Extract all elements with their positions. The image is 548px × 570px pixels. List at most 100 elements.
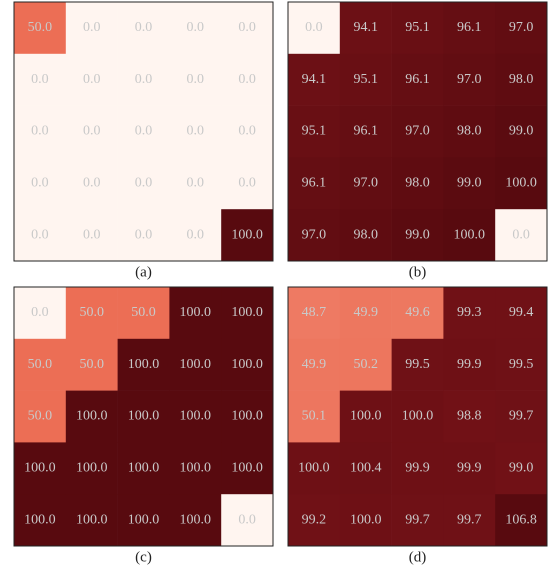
heatmap-cell — [443, 105, 496, 158]
cell-label: 99.7 — [405, 512, 430, 527]
cell-label: 100.0 — [231, 461, 263, 476]
cell-label: 100.0 — [231, 305, 263, 320]
heatmap-cell — [443, 442, 496, 495]
heatmap-cell — [117, 338, 170, 391]
cell-label: 99.5 — [509, 357, 534, 372]
heatmap-cell — [117, 53, 170, 106]
cell-label: 99.2 — [302, 512, 327, 527]
cell-label: 50.0 — [28, 357, 53, 372]
cell-label: 99.0 — [509, 461, 534, 476]
heatmap-cell — [14, 105, 67, 158]
cell-label: 100.0 — [231, 227, 263, 242]
heatmap-cell — [169, 442, 222, 495]
heatmap-cell — [288, 442, 341, 495]
heatmap-cell — [495, 105, 548, 158]
heatmap-cell — [443, 2, 496, 55]
cell-label: 50.0 — [131, 305, 156, 320]
heatmap-cell — [221, 53, 274, 106]
cell-label: 0.0 — [31, 227, 49, 242]
heatmap-cell — [169, 105, 222, 158]
cell-label: 0.0 — [135, 227, 153, 242]
heatmap-cell — [495, 157, 548, 210]
heatmap-cell — [169, 494, 222, 547]
cell-label: 100.0 — [180, 305, 212, 320]
cell-label: 0.0 — [83, 176, 101, 191]
heatmap-cell — [339, 494, 392, 547]
heatmap-cell — [14, 53, 67, 106]
cell-label: 99.7 — [509, 409, 534, 424]
heatmap-cell — [339, 287, 392, 340]
heatmap-cell — [495, 494, 548, 547]
cell-label: 49.9 — [302, 357, 327, 372]
cell-label: 50.1 — [302, 409, 327, 424]
heatmap-cell — [288, 494, 341, 547]
cell-label: 100.0 — [128, 357, 160, 372]
heatmap-cell — [221, 494, 274, 547]
heatmap-cell — [495, 390, 548, 443]
cell-label: 100.0 — [76, 461, 108, 476]
heatmap-cell — [288, 338, 341, 391]
cell-label: 50.0 — [79, 357, 104, 372]
cell-label: 95.1 — [302, 124, 327, 139]
heatmap-cell — [117, 209, 170, 262]
caption: (b) — [409, 264, 427, 280]
cell-label: 49.6 — [405, 305, 430, 320]
heatmap-panel: 0.0 50.0 50.0 100.0 100.0 50.0 50.0 100.0 100.0 1… — [13, 286, 274, 565]
heatmap-cell — [495, 338, 548, 391]
cell-label: 100.0 — [24, 461, 56, 476]
heatmap-cell — [65, 53, 118, 106]
heatmap-cell — [14, 209, 67, 262]
cell-label: 100.0 — [76, 409, 108, 424]
cell-label: 94.1 — [353, 20, 378, 35]
cell-label: 50.0 — [28, 20, 53, 35]
cell-label: 100.0 — [128, 409, 160, 424]
cell-label: 50.0 — [79, 305, 104, 320]
heatmap-cell — [288, 390, 341, 443]
heatmap-panel: 0.0 94.1 95.1 96.1 97.0 94.1 95.1 96.1 97.0 98.0 9… — [287, 1, 548, 280]
heatmap-cell — [117, 157, 170, 210]
cell-label: 97.0 — [353, 176, 378, 191]
panel-border — [287, 286, 548, 547]
heatmap-cell — [65, 287, 118, 340]
cell-label: 0.0 — [238, 176, 256, 191]
cell-label: 106.8 — [505, 512, 537, 527]
cell-label: 0.0 — [83, 227, 101, 242]
heatmap-cell — [288, 157, 341, 210]
heatmap-cell — [339, 105, 392, 158]
heatmap-cell — [339, 209, 392, 262]
cell-label: 96.1 — [302, 176, 327, 191]
heatmap-cell — [391, 338, 444, 391]
heatmap-cell — [221, 2, 274, 55]
heatmap-cell — [339, 442, 392, 495]
cell-label: 100.0 — [180, 512, 212, 527]
cell-label: 0.0 — [135, 20, 153, 35]
cell-label: 95.1 — [405, 20, 430, 35]
cell-label: 0.0 — [135, 176, 153, 191]
cell-label: 0.0 — [187, 176, 205, 191]
heatmap-cell — [221, 105, 274, 158]
heatmap-cell — [495, 287, 548, 340]
cell-label: 98.0 — [509, 72, 534, 87]
heatmap-cell — [391, 105, 444, 158]
heatmap-cell — [288, 209, 341, 262]
heatmap-cell — [117, 287, 170, 340]
cell-label: 99.0 — [457, 176, 482, 191]
heatmap-cell — [443, 287, 496, 340]
heatmap-cell — [443, 494, 496, 547]
cell-label: 99.9 — [457, 357, 482, 372]
cell-label: 95.1 — [353, 72, 378, 87]
cell-label: 0.0 — [512, 227, 530, 242]
cell-label: 0.0 — [238, 72, 256, 87]
cell-label: 0.0 — [83, 124, 101, 139]
cell-label: 99.9 — [405, 461, 430, 476]
heatmap-cell — [65, 157, 118, 210]
cell-label: 100.0 — [231, 409, 263, 424]
heatmap-cell — [288, 287, 341, 340]
cell-label: 99.7 — [457, 512, 482, 527]
cell-label: 100.0 — [505, 176, 537, 191]
heatmap-cell — [288, 53, 341, 106]
cell-label: 0.0 — [135, 72, 153, 87]
cell-label: 100.0 — [180, 409, 212, 424]
cell-label: 100.0 — [128, 512, 160, 527]
